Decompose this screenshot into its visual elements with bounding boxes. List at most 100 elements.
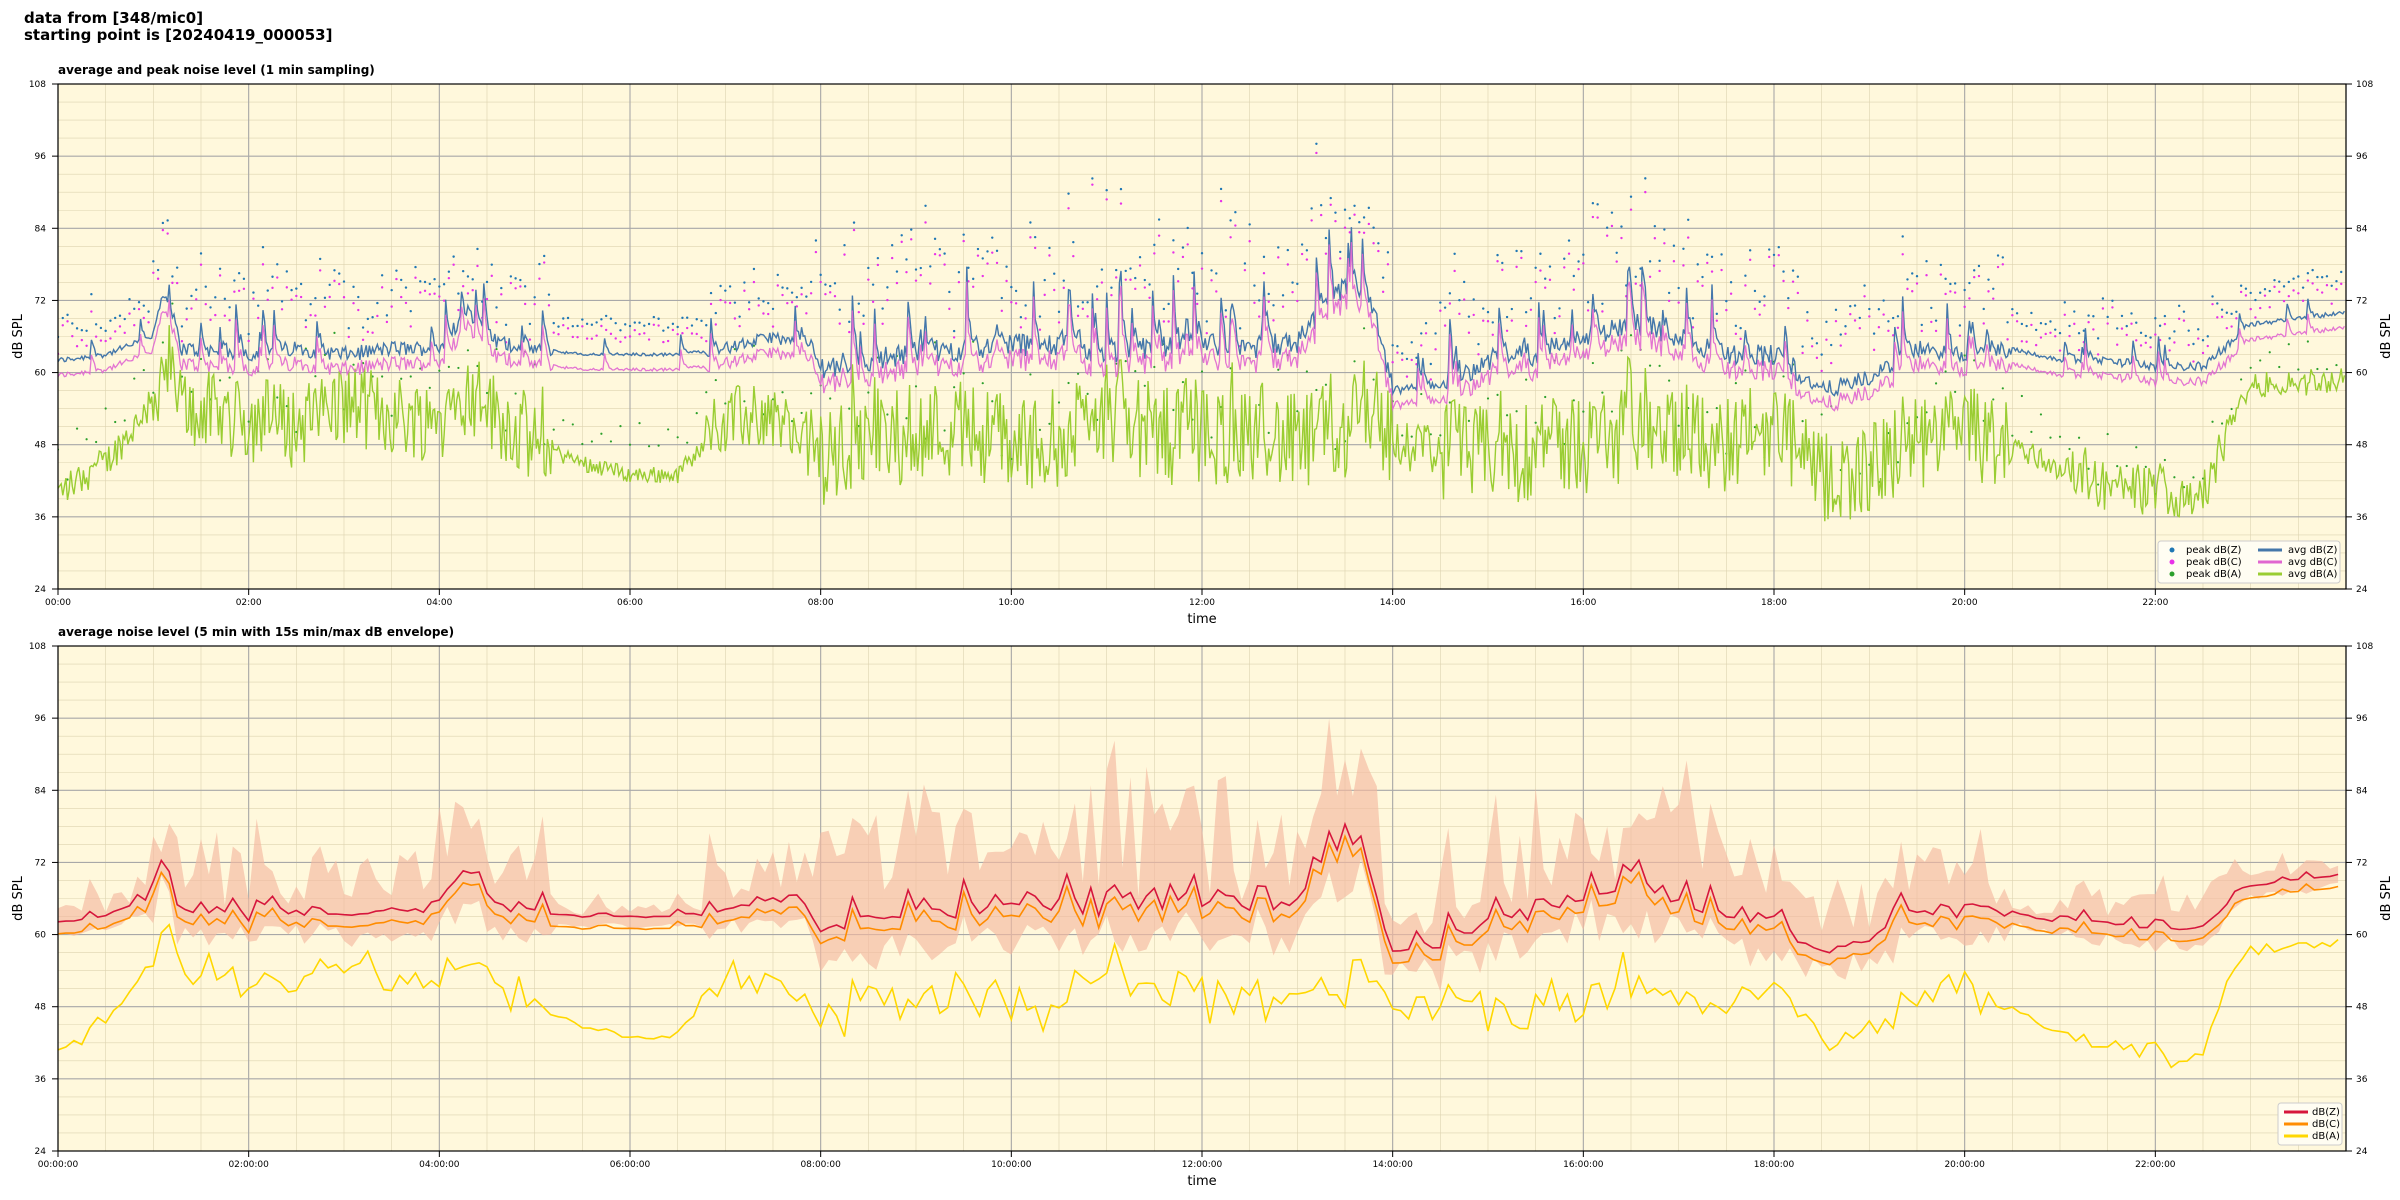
peak-dba-point <box>2240 378 2243 381</box>
peak-dbz-point <box>2034 328 2038 332</box>
peak-dbc-point <box>2287 294 2290 298</box>
peak-dbc-point <box>1687 236 1690 239</box>
peak-dbc-point <box>1772 264 1776 267</box>
legend-marker <box>2169 571 2175 577</box>
peak-dbc-point <box>805 312 808 315</box>
peak-dbc-point <box>609 332 613 336</box>
peak-dbc-point <box>1534 280 1537 284</box>
peak-dbz-point <box>848 320 851 324</box>
peak-dbz-point <box>438 285 441 288</box>
peak-dba-point <box>2106 432 2109 436</box>
peak-dbc-point <box>952 336 956 339</box>
peak-dbz-point <box>2292 277 2295 280</box>
peak-dba-point <box>2039 413 2043 416</box>
legend-label: dB(Z) <box>2312 1107 2340 1118</box>
peak-dbc-point <box>1806 319 1809 322</box>
peak-dbz-point <box>1415 356 1418 359</box>
peak-dbz-point <box>738 315 741 318</box>
peak-dba-point <box>485 391 489 395</box>
peak-dbz-point <box>910 228 913 231</box>
peak-dbc-point <box>957 280 961 284</box>
peak-dbz-point <box>528 322 532 326</box>
peak-dbc-point <box>585 337 589 340</box>
peak-dbz-point <box>1958 324 1962 327</box>
peak-dbc-point <box>400 295 403 299</box>
peak-dba-point <box>314 375 317 378</box>
peak-dbc-point <box>543 261 546 264</box>
peak-dbz-point <box>2177 304 2181 308</box>
peak-dbc-point <box>123 331 126 335</box>
peak-dbz-point <box>967 266 970 269</box>
peak-dba-point <box>2173 476 2176 479</box>
peak-dba-point <box>2144 465 2147 469</box>
peak-dbc-point <box>1224 315 1228 319</box>
peak-dbc-point <box>352 302 355 305</box>
peak-dba-point <box>790 420 794 423</box>
header-start-line: starting point is [20240419_000053] <box>24 26 333 44</box>
peak-dbc-point <box>80 338 84 342</box>
peak-dbz-point <box>952 329 956 333</box>
peak-dbz-point <box>890 244 894 247</box>
peak-dba-point <box>2163 458 2166 462</box>
peak-dbc-point <box>647 338 651 341</box>
peak-dbz-point <box>71 322 74 325</box>
peak-dbc-point <box>1196 302 1199 306</box>
peak-dbc-point <box>1877 326 1881 329</box>
peak-dbz-point <box>1458 298 1461 302</box>
peak-dbz-point <box>357 295 360 299</box>
peak-dbc-point <box>1248 240 1251 243</box>
peak-dba-point <box>829 397 832 400</box>
peak-dbz-point <box>962 233 965 236</box>
peak-dbc-point <box>1553 331 1556 335</box>
peak-dbc-point <box>1453 269 1456 273</box>
peak-dbc-point <box>428 293 431 296</box>
peak-dba-point <box>1486 397 1490 400</box>
peak-dbz-point <box>833 282 837 285</box>
peak-dbc-point <box>881 322 884 325</box>
peak-dbz-point <box>733 301 737 304</box>
peak-dbz-point <box>914 268 918 271</box>
peak-dbc-point <box>1472 313 1475 317</box>
x-tick-label: 16:00 <box>1570 598 1596 608</box>
peak-dbc-point <box>1286 263 1290 266</box>
legend-marker <box>2169 559 2175 565</box>
peak-dbz-point <box>2030 311 2033 315</box>
peak-dbz-point <box>695 318 698 321</box>
peak-dbc-point <box>895 281 899 285</box>
peak-dbz-point <box>1076 305 1080 308</box>
peak-dbc-point <box>943 263 946 266</box>
peak-dba-point <box>1048 422 1051 425</box>
peak-dbc-point <box>2297 292 2300 295</box>
peak-dbc-point <box>1410 358 1413 362</box>
peak-dbz-point <box>156 268 160 272</box>
peak-dbc-point <box>1501 268 1504 272</box>
x-tick-label: 20:00 <box>1952 598 1978 608</box>
peak-dbc-point <box>1391 361 1394 364</box>
peak-dbz-point <box>161 221 165 225</box>
peak-dbz-point <box>304 319 308 322</box>
peak-dbc-point <box>1057 321 1061 324</box>
peak-dbc-point <box>2177 317 2181 320</box>
peak-dbc-point <box>1095 298 1099 301</box>
y-tick-label-right: 24 <box>2356 585 2368 595</box>
peak-dbz-point <box>900 234 903 237</box>
peak-dbz-point <box>514 277 517 280</box>
peak-dbz-point <box>1672 244 1676 247</box>
peak-dbc-point <box>1115 276 1118 279</box>
peak-dbz-point <box>1806 310 1809 314</box>
peak-dbc-point <box>204 302 207 306</box>
peak-dbc-point <box>1644 190 1647 194</box>
peak-dba-point <box>867 391 870 394</box>
peak-dbz-point <box>1482 307 1485 310</box>
peak-dbc-point <box>1872 348 1876 352</box>
peak-dbz-point <box>2039 322 2043 325</box>
peak-dbz-point <box>1010 285 1013 289</box>
peak-dbc-point <box>2206 344 2209 348</box>
peak-dbc-point <box>2077 348 2081 352</box>
peak-dbc-point <box>180 340 184 343</box>
peak-dbc-point <box>676 333 679 336</box>
peak-dba-point <box>457 366 460 370</box>
peak-dba-point <box>571 423 574 426</box>
peak-dbz-point <box>1567 239 1571 242</box>
